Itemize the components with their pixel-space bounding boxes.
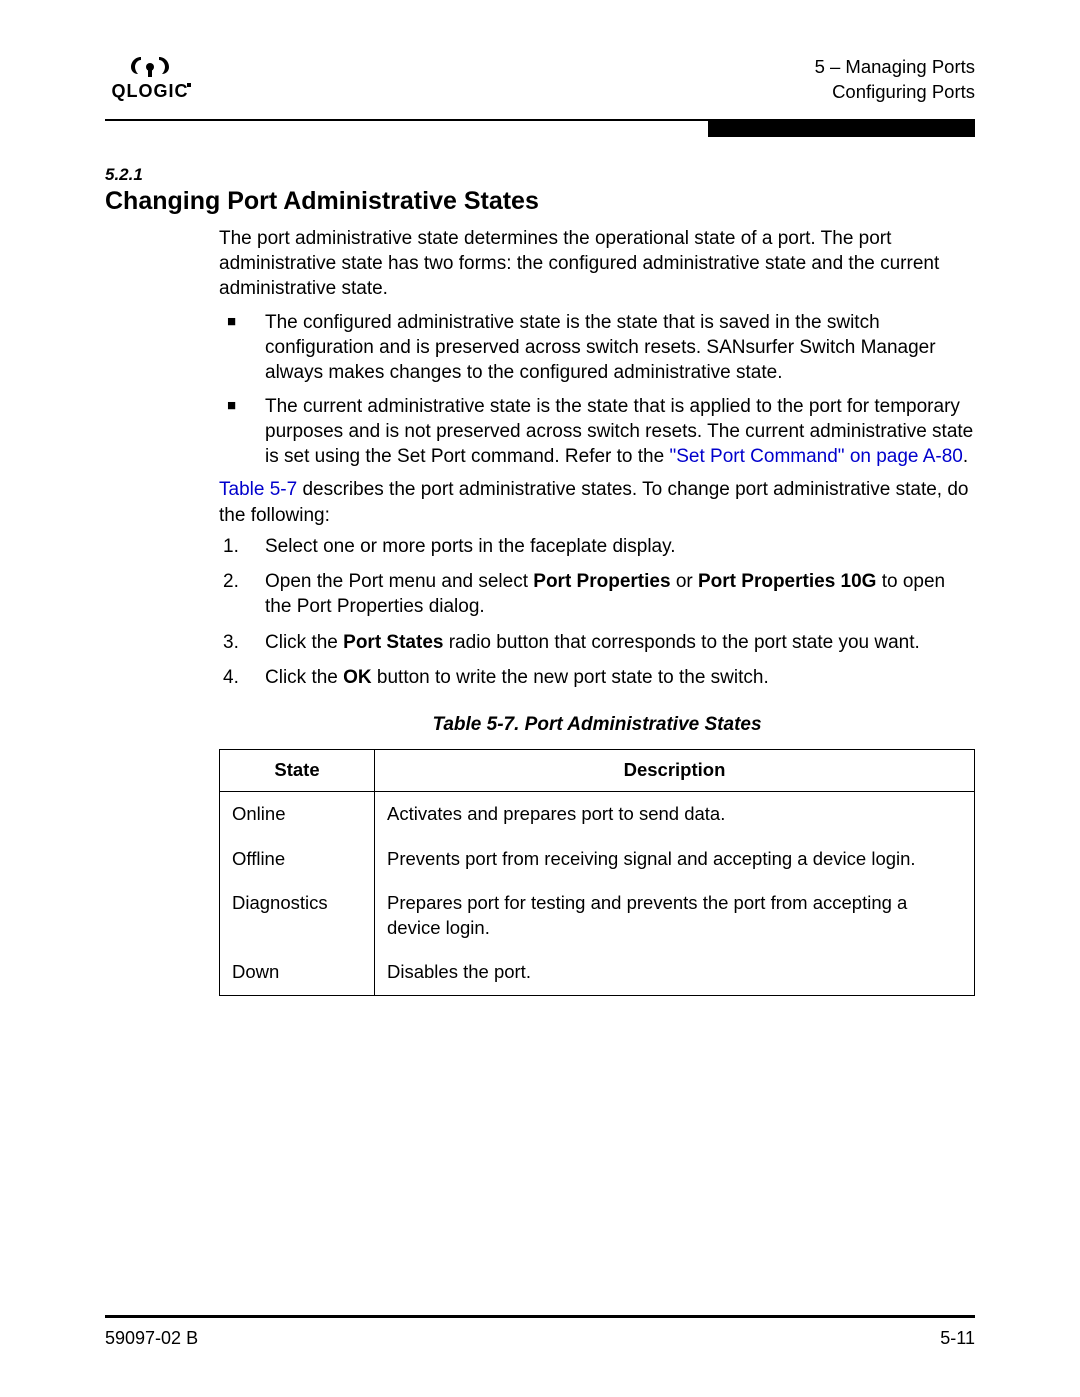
page-footer: 59097-02 B 5-11 <box>105 1315 975 1349</box>
steps-list: Select one or more ports in the faceplat… <box>219 534 975 690</box>
step-item: Select one or more ports in the faceplat… <box>219 534 975 559</box>
table-cell-state: Offline <box>220 837 375 882</box>
document-page: QLOGIC 5 – Managing Ports Configuring Po… <box>0 0 1080 1397</box>
table-row: Online Activates and prepares port to se… <box>220 792 975 837</box>
section-number: 5.2.1 <box>105 165 975 185</box>
table-cell-description: Prepares port for testing and prevents t… <box>375 881 975 950</box>
table-header-cell: Description <box>375 750 975 792</box>
step-bold: Port Properties 10G <box>698 571 876 592</box>
table-cell-state: Down <box>220 950 375 995</box>
step-text: Select one or more ports in the faceplat… <box>265 536 676 557</box>
header-line-1: 5 – Managing Ports <box>815 55 975 80</box>
table-header-row: State Description <box>220 750 975 792</box>
step-suffix: button to write the new port state to th… <box>372 667 769 688</box>
section-title: Changing Port Administrative States <box>105 187 975 216</box>
bullet-text: The configured administrative state is t… <box>265 312 936 384</box>
body-content: The port administrative state determines… <box>219 226 975 996</box>
step-bold: OK <box>343 667 372 688</box>
table-header-cell: State <box>220 750 375 792</box>
pre-steps-text: describes the port administrative states… <box>219 479 969 525</box>
step-item: Open the Port menu and select Port Prope… <box>219 569 975 620</box>
table-row: Diagnostics Prepares port for testing an… <box>220 881 975 950</box>
header-breadcrumb: 5 – Managing Ports Configuring Ports <box>815 55 975 105</box>
page-header: QLOGIC 5 – Managing Ports Configuring Po… <box>105 55 975 119</box>
table-row: Offline Prevents port from receiving sig… <box>220 837 975 882</box>
step-prefix: Click the <box>265 632 343 653</box>
table-reference-link[interactable]: Table 5-7 <box>219 479 297 500</box>
port-states-table: State Description Online Activates and p… <box>219 749 975 996</box>
step-bold: Port Properties <box>533 571 670 592</box>
intro-paragraph: The port administrative state determines… <box>219 226 975 302</box>
table-cell-description: Prevents port from receiving signal and … <box>375 837 975 882</box>
step-suffix: radio button that corresponds to the por… <box>443 632 919 653</box>
table-cell-state: Diagnostics <box>220 881 375 950</box>
step-bold: Port States <box>343 632 443 653</box>
step-prefix: Click the <box>265 667 343 688</box>
bullet-list: The configured administrative state is t… <box>219 310 975 470</box>
footer-doc-id: 59097-02 B <box>105 1328 198 1349</box>
table-cell-state: Online <box>220 792 375 837</box>
bullet-item: The current administrative state is the … <box>219 394 975 470</box>
bullet-item: The configured administrative state is t… <box>219 310 975 386</box>
table-cell-description: Disables the port. <box>375 950 975 995</box>
qlogic-logo: QLOGIC <box>105 55 195 103</box>
header-rule-thin <box>105 119 708 137</box>
header-rule <box>105 119 975 137</box>
svg-text:QLOGIC: QLOGIC <box>112 81 189 101</box>
footer-page-number: 5-11 <box>940 1328 975 1349</box>
step-mid: or <box>671 571 698 592</box>
pre-steps-paragraph: Table 5-7 describes the port administrat… <box>219 477 975 528</box>
step-item: Click the Port States radio button that … <box>219 630 975 655</box>
table-cell-description: Activates and prepares port to send data… <box>375 792 975 837</box>
cross-reference-link[interactable]: "Set Port Command" on page A-80 <box>669 446 962 467</box>
step-item: Click the OK button to write the new por… <box>219 665 975 690</box>
footer-row: 59097-02 B 5-11 <box>105 1328 975 1349</box>
bullet-text-after: . <box>963 446 968 467</box>
header-line-2: Configuring Ports <box>815 80 975 105</box>
table-row: Down Disables the port. <box>220 950 975 995</box>
footer-rule <box>105 1315 975 1318</box>
table-caption: Table 5-7. Port Administrative States <box>219 712 975 737</box>
step-prefix: Open the Port menu and select <box>265 571 533 592</box>
header-rule-thick <box>708 119 975 137</box>
